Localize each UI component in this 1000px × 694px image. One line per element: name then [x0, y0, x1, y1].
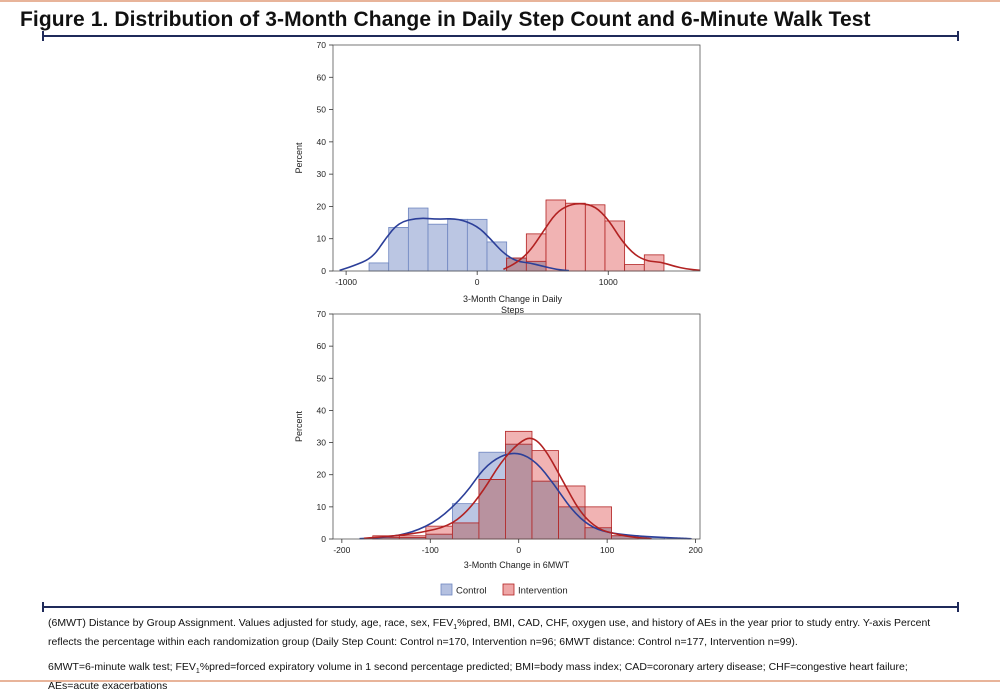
panel-2-y-tick-label: 50 — [317, 373, 327, 383]
panel-2-overlap-bar — [478, 479, 506, 540]
figure-title: Figure 1. Distribution of 3-Month Change… — [20, 8, 871, 31]
panel-2-intervention-density-curve — [363, 437, 652, 540]
legend-control-swatch — [440, 583, 453, 596]
footnote-2-subscript: 1 — [195, 668, 200, 676]
panel-2-overlap-bar — [425, 533, 453, 540]
panel-2-x-tick-label: -200 — [333, 545, 350, 555]
panel-2-y-tick-label: 0 — [321, 534, 326, 544]
panel-2-y-axis-label: Percent — [294, 410, 304, 442]
bottom-border-line — [0, 680, 1000, 682]
panel-1-y-tick-label: 70 — [317, 40, 327, 50]
panel-2-x-tick-label: 100 — [600, 545, 614, 555]
panel-1-intervention-bar — [565, 202, 586, 272]
panel-1-x-tick-label: 1000 — [599, 277, 618, 287]
panel-1-control-density-curve — [339, 217, 570, 272]
top-rule — [42, 31, 959, 41]
panel-1-intervention-bar — [584, 204, 606, 272]
panel-2-x-axis-label: 3-Month Change in 6MWT — [464, 560, 570, 570]
panel-2-x-tick-label: 200 — [688, 545, 702, 555]
panel-1-intervention-density-curve — [503, 202, 701, 272]
panel-1-control-bar — [447, 218, 468, 272]
legend-intervention-label: Intervention — [518, 586, 568, 597]
panel-1-y-tick-label: 40 — [317, 137, 327, 147]
panel-1-y-tick-label: 30 — [317, 169, 327, 179]
panel-1-y-tick-label: 20 — [317, 201, 327, 211]
panel-2-y-tick-label: 60 — [317, 341, 327, 351]
panel-1-control-bar — [427, 223, 449, 272]
panel-2-y-tick-label: 70 — [317, 309, 327, 319]
panel-1-x-axis-label-line2: Steps — [501, 305, 525, 315]
legend-intervention-swatch — [502, 583, 515, 596]
panel-2-overlap-bar — [451, 522, 480, 540]
panel-2-y-tick-label: 10 — [317, 502, 327, 512]
footnote-2-part-a: 6MWT=6-minute walk test; FEV — [48, 661, 196, 673]
panel-1-control-bar — [388, 227, 409, 272]
footnote-1-part-a: (6MWT) Distance by Group Assignment. Val… — [48, 617, 454, 629]
panel-2-frame — [332, 313, 701, 540]
panel-2-y-tick-label: 20 — [317, 470, 327, 480]
panel-1-control-bar — [368, 262, 390, 272]
panel-1-x-tick-label: -1000 — [335, 277, 357, 287]
panel-1-frame — [332, 44, 701, 272]
panel-1-x-tick-label: 0 — [475, 277, 480, 287]
panel-1-y-tick-label: 0 — [321, 266, 326, 276]
panel-2-overlap-bar — [531, 480, 559, 540]
footnote-abbreviations: 6MWT=6-minute walk test; FEV1%pred=force… — [48, 660, 948, 694]
panel-1-y-tick-label: 10 — [317, 234, 327, 244]
panel-2-x-tick-label: -100 — [422, 545, 439, 555]
panel-1-y-axis-label: Percent — [294, 142, 304, 174]
footnote-adjustment: (6MWT) Distance by Group Assignment. Val… — [48, 616, 948, 650]
panel-1-y-tick-label: 50 — [317, 105, 327, 115]
panel-1-x-axis-label-line1: 3-Month Change in Daily — [463, 294, 563, 304]
top-border-line — [0, 0, 1000, 2]
panel-1-y-tick-label: 60 — [317, 72, 327, 82]
panel-2-overlap-bar — [505, 443, 533, 540]
bottom-rule — [42, 602, 959, 612]
panel-1-intervention-bar — [545, 199, 567, 272]
panel-2-y-tick-label: 30 — [317, 438, 327, 448]
footnote-1-subscript: 1 — [453, 624, 458, 632]
panel-1-intervention-bar — [624, 264, 645, 272]
panel-2-x-tick-label: 0 — [516, 545, 521, 555]
panel-2-control-density-curve — [359, 452, 692, 540]
legend-control-label: Control — [456, 586, 487, 597]
panel-1-control-bar — [407, 207, 429, 272]
panel-2-y-tick-label: 40 — [317, 405, 327, 415]
footnote-1-part-b: %pred, BMI, CAD, CHF, oxygen use, and hi… — [48, 617, 931, 649]
